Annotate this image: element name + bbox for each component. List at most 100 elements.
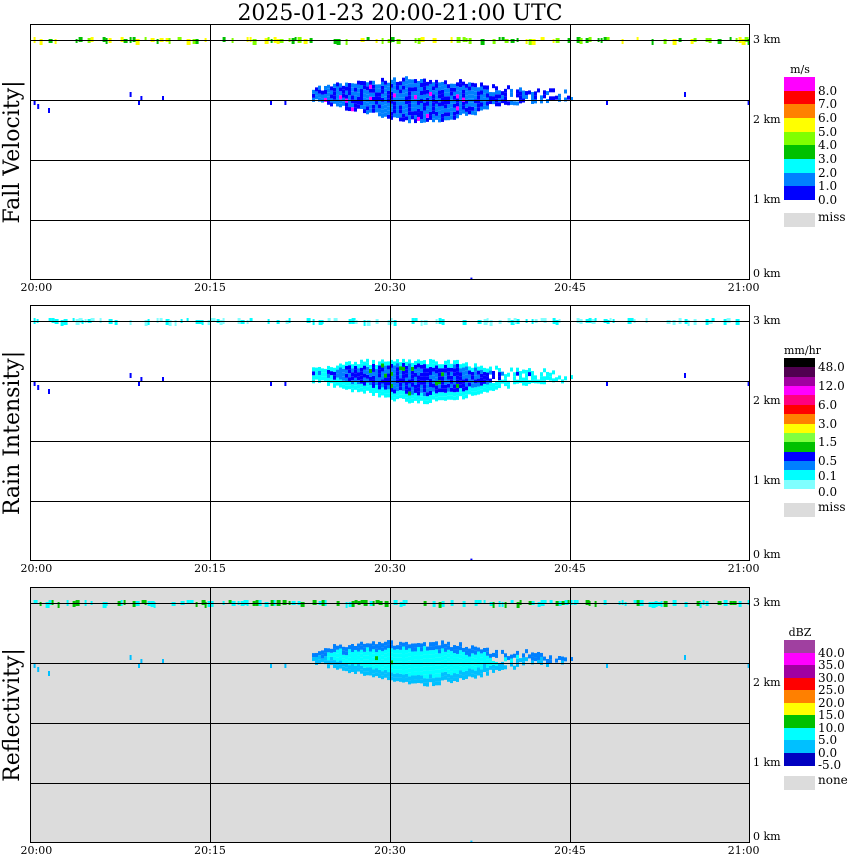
heatmap-cell	[516, 93, 519, 98]
heatmap-cell	[450, 663, 453, 668]
x-tick-label: 20:15	[194, 281, 226, 294]
heatmap-cell	[480, 657, 483, 662]
heatmap-cell	[558, 93, 561, 98]
heatmap-cell	[381, 97, 384, 102]
heatmap-cell	[744, 37, 749, 42]
heatmap-cell	[393, 381, 396, 386]
heatmap-cell	[438, 396, 441, 401]
heatmap-cell	[510, 662, 513, 667]
heatmap-cell	[444, 364, 447, 369]
heatmap-cell	[414, 318, 418, 322]
heatmap-cell	[354, 95, 357, 100]
heatmap-cell	[417, 371, 420, 376]
heatmap-cell	[366, 671, 369, 676]
legend-swatch	[784, 172, 815, 187]
heatmap-cell	[129, 655, 132, 660]
heatmap-cell	[459, 384, 462, 389]
heatmap-cell	[102, 602, 107, 608]
panel-rain-intensity: Rain Intensity|	[0, 305, 750, 561]
heatmap-cell	[405, 84, 408, 89]
heatmap-cell	[510, 367, 513, 372]
heatmap-cell	[396, 653, 399, 658]
legend-swatch	[784, 404, 815, 415]
heatmap-cell	[378, 365, 381, 370]
heatmap-cell	[453, 388, 456, 393]
heatmap-cell	[432, 110, 435, 115]
heatmap-cell	[540, 652, 543, 657]
heatmap-cell	[390, 672, 393, 677]
heatmap-cell	[432, 82, 435, 87]
heatmap-cell	[423, 654, 426, 659]
heatmap-cell	[510, 100, 513, 105]
heatmap-cell	[156, 318, 159, 323]
heatmap-cell	[357, 655, 360, 660]
heatmap-cell	[249, 318, 253, 322]
heatmap-cell	[159, 318, 163, 322]
heatmap-cell	[57, 602, 60, 608]
heatmap-cell	[483, 660, 486, 665]
heatmap-cell	[447, 116, 450, 121]
heatmap-cell	[492, 100, 495, 105]
heatmap-cell	[396, 367, 399, 372]
heatmap-cell	[474, 666, 477, 671]
heatmap-cell	[456, 106, 459, 111]
heatmap-cell	[405, 116, 408, 121]
heatmap-cell	[492, 39, 496, 44]
heatmap-cell	[438, 376, 441, 381]
heatmap-cell	[483, 97, 486, 102]
heatmap-cell	[408, 652, 411, 657]
heatmap-cell	[333, 656, 336, 661]
heatmap-cell	[402, 646, 405, 651]
heatmap-cell	[408, 648, 411, 653]
heatmap-cell	[504, 374, 507, 379]
heatmap-cell	[417, 104, 420, 109]
heatmap-cell	[543, 376, 546, 381]
heatmap-cell	[486, 380, 489, 385]
heatmap-cell	[528, 372, 531, 377]
heatmap-cell	[438, 657, 441, 662]
heatmap-cell	[327, 318, 331, 322]
heatmap-cell	[336, 665, 339, 670]
heatmap-cell	[513, 653, 516, 658]
heatmap-cell	[465, 99, 468, 104]
heatmap-cell	[423, 106, 426, 111]
heatmap-cell	[438, 673, 441, 678]
heatmap-cell	[432, 114, 435, 119]
heatmap-cell	[519, 99, 522, 104]
heatmap-cell	[465, 103, 468, 108]
heatmap-cell	[474, 111, 477, 116]
heatmap-cell	[396, 383, 399, 388]
heatmap-cell	[519, 600, 522, 605]
heatmap-cell	[348, 669, 351, 674]
legend-label: 0.0	[818, 745, 838, 760]
heatmap-cell	[354, 103, 357, 108]
heatmap-cell	[54, 39, 57, 44]
legend-swatch	[784, 395, 815, 406]
heatmap-cell	[390, 107, 393, 112]
heatmap-cell	[135, 39, 140, 45]
heatmap-cell	[516, 101, 519, 106]
heatmap-cell	[213, 318, 216, 322]
heatmap-cell	[33, 600, 38, 604]
heatmap-cell	[492, 383, 495, 388]
heatmap-cell	[381, 105, 384, 110]
heatmap-cell	[456, 669, 459, 674]
heatmap-cell	[477, 386, 480, 391]
heatmap-cell	[471, 383, 474, 388]
heatmap-cell	[462, 93, 465, 98]
heatmap-cell	[453, 103, 456, 108]
heatmap-cell	[90, 318, 95, 322]
heatmap-cell	[378, 641, 381, 646]
heatmap-cell	[453, 364, 456, 369]
heatmap-cell	[477, 382, 480, 387]
heatmap-cell	[408, 363, 411, 368]
heatmap-cell	[480, 102, 483, 107]
heatmap-cell	[393, 669, 396, 674]
heatmap-cell	[381, 359, 384, 364]
heatmap-cell	[411, 663, 414, 668]
legend-swatch	[784, 90, 815, 105]
heatmap-cell	[480, 39, 485, 45]
heatmap-cell	[78, 318, 83, 323]
heatmap-cell	[465, 670, 468, 675]
heatmap-cell	[525, 373, 528, 378]
